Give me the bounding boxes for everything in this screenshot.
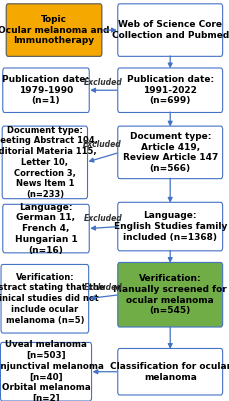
FancyBboxPatch shape (2, 126, 87, 199)
FancyBboxPatch shape (117, 4, 222, 56)
FancyBboxPatch shape (0, 342, 91, 401)
Text: Web of Science Core
Collection and Pubmed: Web of Science Core Collection and Pubme… (111, 20, 228, 40)
Text: Verification:
Abstract stating that the
clinical studies did not
include ocular
: Verification: Abstract stating that the … (0, 273, 104, 325)
Text: Publication date:
1991-2022
(n=699): Publication date: 1991-2022 (n=699) (126, 75, 213, 105)
Text: Excluded: Excluded (84, 283, 122, 292)
Text: Uveal melanoma
[n=503]
Conjunctival melanoma
[n=40]
Orbital melanoma
[n=2]: Uveal melanoma [n=503] Conjunctival mela… (0, 340, 104, 401)
FancyBboxPatch shape (3, 68, 89, 113)
Text: Document type:
Article 419,
Review Article 147
(n=566): Document type: Article 419, Review Artic… (122, 132, 217, 173)
FancyBboxPatch shape (117, 348, 222, 395)
Text: Classification for ocular
melanoma: Classification for ocular melanoma (109, 362, 229, 382)
FancyBboxPatch shape (117, 263, 222, 327)
FancyBboxPatch shape (3, 205, 89, 253)
FancyBboxPatch shape (117, 126, 222, 179)
Text: Language:
English Studies family
included (n=1368): Language: English Studies family include… (113, 211, 226, 242)
FancyBboxPatch shape (117, 202, 222, 251)
Text: Excluded: Excluded (83, 140, 121, 149)
FancyBboxPatch shape (117, 68, 222, 113)
Text: Verification:
Manually screened for
ocular melanoma
(n=545): Verification: Manually screened for ocul… (113, 274, 226, 315)
Text: Language:
German 11,
French 4,
Hungarian 1
(n=16): Language: German 11, French 4, Hungarian… (15, 203, 77, 255)
Text: Topic
Ocular melanoma and
Immunotherapy: Topic Ocular melanoma and Immunotherapy (0, 15, 109, 45)
Text: Excluded: Excluded (84, 215, 122, 223)
FancyBboxPatch shape (1, 265, 88, 333)
Text: Excluded: Excluded (84, 78, 122, 87)
Text: Document type:
Meeting Abstract 104,
Editorial Materia 115,
Letter 10,
Correctio: Document type: Meeting Abstract 104, Edi… (0, 126, 97, 199)
FancyBboxPatch shape (6, 4, 101, 56)
Text: Publication date:
1979-1990
(n=1): Publication date: 1979-1990 (n=1) (3, 75, 89, 105)
